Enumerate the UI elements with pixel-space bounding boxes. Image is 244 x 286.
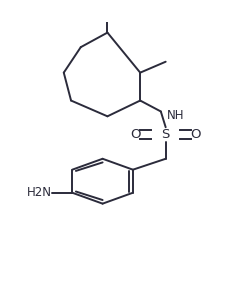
- Text: S: S: [162, 128, 170, 141]
- Text: NH: NH: [167, 109, 184, 122]
- Text: O: O: [191, 128, 201, 141]
- Text: O: O: [130, 128, 141, 141]
- Text: H2N: H2N: [27, 186, 52, 199]
